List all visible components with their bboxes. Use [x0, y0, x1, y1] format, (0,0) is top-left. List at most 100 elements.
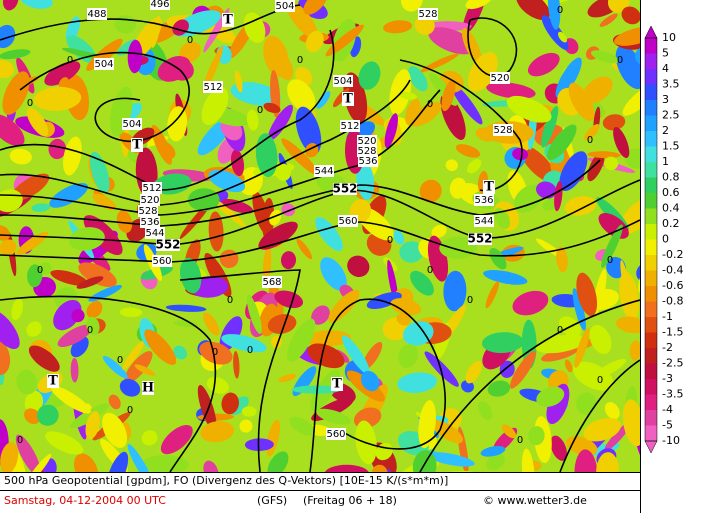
field-blob: [527, 52, 560, 77]
field-blob: [320, 257, 347, 291]
field-blob: [53, 299, 82, 331]
field-blob: [400, 0, 423, 12]
field-blob: [234, 70, 243, 93]
field-blob: [409, 102, 442, 127]
colorbar-label: 3.5: [662, 78, 680, 91]
colorbar-label: 0.4: [662, 202, 680, 215]
field-blob: [0, 339, 11, 376]
contour-label: 504: [122, 119, 141, 130]
contour-label: 552: [467, 232, 492, 246]
colorbar-segment: [645, 317, 657, 333]
field-blob: [287, 318, 316, 362]
field-blob: [221, 334, 267, 353]
field-blob: [92, 193, 117, 211]
field-blob: [203, 312, 220, 336]
colorbar-label: -0.6: [662, 279, 683, 292]
colorbar-label: -2.5: [662, 357, 683, 370]
contour-label-bg: [150, 0, 170, 10]
field-blob: [127, 39, 143, 74]
field-blob: [58, 77, 69, 89]
field-blob: [384, 113, 398, 149]
field-blob: [568, 82, 595, 122]
zero-label: 0: [17, 435, 23, 446]
contour-label: 536: [474, 195, 493, 206]
field-blob: [450, 83, 483, 125]
contour-label: 560: [152, 256, 171, 267]
contour-label-bg: [203, 81, 223, 93]
colorbar-segment: [645, 131, 657, 147]
contour-label: 512: [142, 183, 161, 194]
field-blob: [305, 30, 324, 53]
field-blob: [576, 392, 597, 415]
field-blob: [0, 24, 16, 49]
footer-date: Samstag, 04-12-2004 00 UTC: [4, 494, 166, 507]
label-layer: 4884965045045045125125205285365445525605…: [17, 0, 623, 446]
field-blob: [304, 330, 352, 347]
field-blob: [587, 151, 605, 182]
field-blob: [480, 446, 506, 457]
contour-label-bg: [326, 428, 346, 440]
field-blob: [583, 417, 622, 442]
field-blob: [0, 442, 19, 472]
contour-label-bg: [262, 276, 282, 288]
field-blob: [289, 416, 316, 436]
field-blob: [278, 373, 297, 383]
field-blob: [486, 82, 536, 99]
field-blob: [211, 197, 247, 228]
zero-label: 0: [37, 265, 43, 276]
contour-label-bg: [490, 72, 510, 84]
field-blob: [389, 69, 412, 116]
field-blob: [574, 327, 590, 369]
field-blob: [119, 307, 143, 318]
contour: [0, 29, 335, 191]
zero-label: 0: [427, 99, 433, 110]
colorbar-segment: [645, 100, 657, 116]
contour: [19, 51, 190, 143]
contour-label-bg: [140, 194, 160, 206]
contour-label-bg: [145, 227, 165, 239]
colorbar-label: -10: [662, 434, 680, 447]
contour-label-bg: [338, 215, 358, 227]
field-blob: [516, 0, 550, 20]
field-blob: [16, 369, 38, 395]
contour: [0, 4, 301, 41]
field-blob: [281, 138, 319, 176]
field-blob: [173, 320, 198, 328]
field-blob: [134, 364, 156, 376]
colorbar-segment: [645, 208, 657, 225]
field-blob: [201, 87, 229, 126]
colorbar-label: -4: [662, 403, 673, 416]
field-blob: [635, 46, 640, 66]
contour-label: 552: [155, 238, 180, 252]
colorbar-segment: [645, 394, 657, 411]
field-blob: [596, 452, 620, 472]
field-blob: [116, 210, 133, 233]
zero-label: 0: [557, 5, 563, 16]
contour-label: 544: [314, 166, 333, 177]
zero-label: 0: [427, 265, 433, 276]
field-blob: [102, 355, 128, 379]
colorbar-label: 4: [662, 62, 669, 75]
pressure-mark: T: [332, 377, 342, 392]
contour-label-bg: [156, 239, 180, 251]
contour-label: 528: [357, 146, 376, 157]
field-blob: [390, 298, 422, 316]
zero-label: 0: [27, 98, 33, 109]
colorbar-label: 0.6: [662, 186, 680, 199]
contour-label-bg: [474, 194, 494, 206]
colorbar-label: 5: [662, 47, 669, 60]
colorbar-segment: [645, 84, 657, 101]
field-blob: [49, 183, 89, 208]
contour: [399, 59, 523, 192]
field-blob: [86, 300, 103, 319]
field-blob: [0, 49, 31, 60]
field-blob: [287, 79, 316, 113]
field-blob: [208, 169, 246, 193]
field-blob: [412, 450, 437, 472]
field-blob: [506, 95, 552, 123]
contour: [467, 17, 518, 77]
field-blob: [486, 453, 505, 471]
contour-label: 568: [262, 277, 281, 288]
field-blob: [396, 313, 411, 326]
field-blob: [483, 270, 528, 285]
